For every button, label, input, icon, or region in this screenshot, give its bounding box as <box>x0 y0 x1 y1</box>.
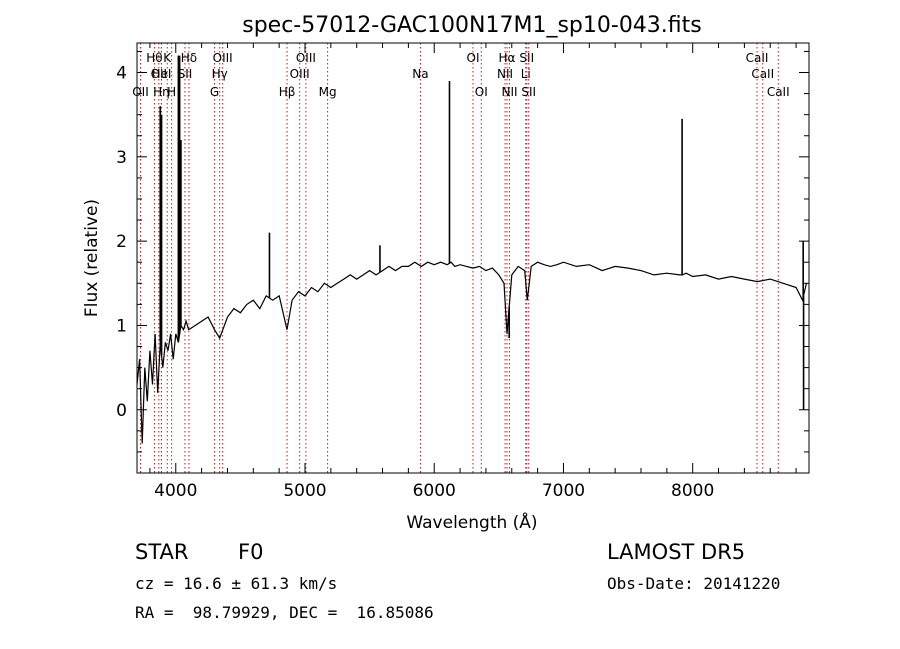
line-label: OIII <box>290 67 310 81</box>
x-tick-label: 6000 <box>413 481 456 501</box>
line-label: Hα <box>499 51 516 65</box>
coordinates-readout: RA = 98.79929, DEC = 16.85086 <box>135 603 434 622</box>
y-tick-label: 0 <box>116 401 127 421</box>
line-label: Li <box>521 67 531 81</box>
x-tick-label: 5000 <box>283 481 326 501</box>
line-label: NII <box>502 85 518 99</box>
line-label: OI <box>467 51 480 65</box>
survey-name: LAMOST DR5 <box>607 540 746 564</box>
line-label: OIII <box>213 51 233 65</box>
x-tick-label: 8000 <box>671 481 714 501</box>
line-label: SII <box>521 85 536 99</box>
line-label: Hθ <box>146 51 162 65</box>
y-tick-label: 3 <box>116 148 127 168</box>
line-label: OII <box>151 67 168 81</box>
line-label: SII <box>178 67 193 81</box>
observation-date: Obs-Date: 20141220 <box>607 574 781 593</box>
line-label: NII <box>497 67 513 81</box>
object-subclass: F0 <box>238 540 264 564</box>
line-label: HeI <box>151 67 171 81</box>
spectrum-line <box>136 261 807 444</box>
line-label: CaII <box>746 51 769 65</box>
line-label: Mg <box>319 85 337 99</box>
redshift-readout: cz = 16.6 ± 61.3 km/s <box>135 574 338 593</box>
line-label: CaII <box>751 67 774 81</box>
y-tick-label: 2 <box>116 232 127 252</box>
line-label: SII <box>519 51 534 65</box>
x-axis-label: Wavelength (Å) <box>406 511 537 533</box>
chart-title: spec-57012-GAC100N17M1_sp10-043.fits <box>242 13 702 38</box>
line-label: Hδ <box>181 51 197 65</box>
y-tick-label: 1 <box>116 316 127 336</box>
line-label: K <box>163 51 172 65</box>
object-class: STAR <box>135 540 189 564</box>
line-label: Na <box>412 67 428 81</box>
line-label: Hβ <box>279 85 296 99</box>
line-label: OI <box>475 85 488 99</box>
line-label: OII <box>132 85 149 99</box>
axis-ticks: 4000 5000 6000 7000 8000 0 1 2 3 4 <box>116 43 809 501</box>
plot-frame <box>136 42 810 474</box>
y-tick-label: 4 <box>116 64 127 84</box>
spectrum-series <box>136 55 807 444</box>
y-axis-label: Flux (relative) <box>82 199 102 317</box>
line-label: OIII <box>296 51 316 65</box>
line-label: CaII <box>767 85 790 99</box>
line-label: Hγ <box>212 67 228 81</box>
line-label: G <box>210 85 219 99</box>
x-tick-label: 4000 <box>154 481 197 501</box>
x-tick-label: 7000 <box>542 481 585 501</box>
line-label: H <box>167 85 176 99</box>
